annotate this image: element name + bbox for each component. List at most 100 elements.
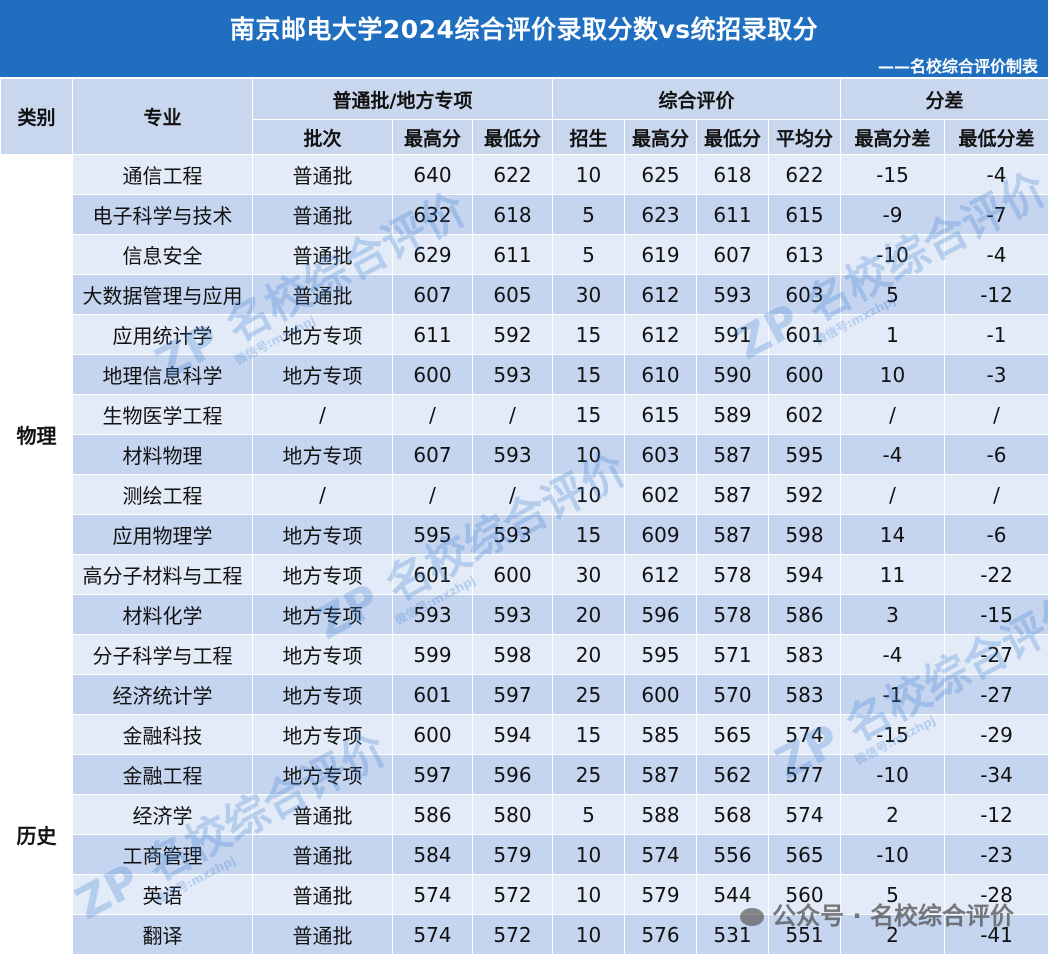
gen-max-cell: / bbox=[393, 395, 473, 435]
enroll-cell: 25 bbox=[553, 755, 625, 795]
header-gen-min: 最低分 bbox=[473, 120, 553, 155]
comp-avg-cell: 603 bbox=[769, 275, 841, 315]
diff-max-cell: -15 bbox=[841, 155, 945, 195]
major-cell: 通信工程 bbox=[73, 155, 253, 195]
diff-max-cell: -9 bbox=[841, 195, 945, 235]
comp-min-cell: 618 bbox=[697, 155, 769, 195]
diff-min-cell: -4 bbox=[945, 235, 1048, 275]
enroll-cell: 20 bbox=[553, 635, 625, 675]
comp-max-cell: 610 bbox=[625, 355, 697, 395]
gen-min-cell: 593 bbox=[473, 355, 553, 395]
gen-min-cell: 605 bbox=[473, 275, 553, 315]
diff-max-cell: 5 bbox=[841, 275, 945, 315]
diff-max-cell: -15 bbox=[841, 715, 945, 755]
comp-max-cell: 579 bbox=[625, 875, 697, 915]
gen-max-cell: 597 bbox=[393, 755, 473, 795]
diff-min-cell: -23 bbox=[945, 835, 1048, 875]
batch-cell: 地方专项 bbox=[253, 595, 393, 635]
gen-min-cell: 611 bbox=[473, 235, 553, 275]
gen-min-cell: 622 bbox=[473, 155, 553, 195]
comp-max-cell: 603 bbox=[625, 435, 697, 475]
comp-max-cell: 588 bbox=[625, 795, 697, 835]
comp-min-cell: 578 bbox=[697, 595, 769, 635]
comp-max-cell: 587 bbox=[625, 755, 697, 795]
header-diff-min: 最低分差 bbox=[945, 120, 1048, 155]
enroll-cell: 10 bbox=[553, 875, 625, 915]
major-cell: 经济学 bbox=[73, 795, 253, 835]
gen-min-cell: 592 bbox=[473, 315, 553, 355]
header-diff-max: 最高分差 bbox=[841, 120, 945, 155]
comp-min-cell: 562 bbox=[697, 755, 769, 795]
diff-min-cell: -15 bbox=[945, 595, 1048, 635]
major-cell: 金融科技 bbox=[73, 715, 253, 755]
major-cell: 应用物理学 bbox=[73, 515, 253, 555]
gen-min-cell: 593 bbox=[473, 595, 553, 635]
major-cell: 翻译 bbox=[73, 915, 253, 955]
gen-min-cell: / bbox=[473, 475, 553, 515]
diff-min-cell: -27 bbox=[945, 635, 1048, 675]
comp-max-cell: 596 bbox=[625, 595, 697, 635]
comp-avg-cell: 595 bbox=[769, 435, 841, 475]
header-enroll: 招生 bbox=[553, 120, 625, 155]
diff-min-cell: -6 bbox=[945, 435, 1048, 475]
diff-min-cell: -12 bbox=[945, 795, 1048, 835]
gen-max-cell: 632 bbox=[393, 195, 473, 235]
comp-min-cell: 611 bbox=[697, 195, 769, 235]
enroll-cell: 25 bbox=[553, 675, 625, 715]
gen-max-cell: 601 bbox=[393, 675, 473, 715]
comp-avg-cell: 601 bbox=[769, 315, 841, 355]
comp-min-cell: 590 bbox=[697, 355, 769, 395]
comp-min-cell: 570 bbox=[697, 675, 769, 715]
enroll-cell: 5 bbox=[553, 195, 625, 235]
header-batch: 批次 bbox=[253, 120, 393, 155]
gen-min-cell: 598 bbox=[473, 635, 553, 675]
enroll-cell: 15 bbox=[553, 515, 625, 555]
batch-cell: 普通批 bbox=[253, 235, 393, 275]
diff-min-cell: / bbox=[945, 395, 1048, 435]
gen-max-cell: 600 bbox=[393, 355, 473, 395]
comp-min-cell: 568 bbox=[697, 795, 769, 835]
comp-min-cell: 571 bbox=[697, 635, 769, 675]
batch-cell: / bbox=[253, 395, 393, 435]
enroll-cell: 30 bbox=[553, 555, 625, 595]
major-cell: 大数据管理与应用 bbox=[73, 275, 253, 315]
enroll-cell: 15 bbox=[553, 355, 625, 395]
comp-min-cell: 587 bbox=[697, 475, 769, 515]
diff-min-cell: -27 bbox=[945, 675, 1048, 715]
wechat-icon bbox=[740, 908, 764, 926]
gen-min-cell: 593 bbox=[473, 435, 553, 475]
gen-max-cell: 584 bbox=[393, 835, 473, 875]
enroll-cell: 5 bbox=[553, 235, 625, 275]
header-group-diff: 分差 bbox=[841, 79, 1048, 120]
batch-cell: 普通批 bbox=[253, 795, 393, 835]
batch-cell: 地方专项 bbox=[253, 515, 393, 555]
comp-min-cell: 587 bbox=[697, 435, 769, 475]
batch-cell: 地方专项 bbox=[253, 435, 393, 475]
title-banner: 南京邮电大学2024综合评价录取分数vs统招录取分 ——名校综合评价制表 bbox=[0, 0, 1048, 77]
major-cell: 金融工程 bbox=[73, 755, 253, 795]
major-cell: 经济统计学 bbox=[73, 675, 253, 715]
major-cell: 测绘工程 bbox=[73, 475, 253, 515]
major-cell: 材料化学 bbox=[73, 595, 253, 635]
batch-cell: 普通批 bbox=[253, 915, 393, 955]
batch-cell: 普通批 bbox=[253, 155, 393, 195]
gen-min-cell: 580 bbox=[473, 795, 553, 835]
comp-avg-cell: 598 bbox=[769, 515, 841, 555]
diff-max-cell: -10 bbox=[841, 835, 945, 875]
diff-max-cell: 14 bbox=[841, 515, 945, 555]
batch-cell: 地方专项 bbox=[253, 315, 393, 355]
comp-min-cell: 593 bbox=[697, 275, 769, 315]
diff-min-cell: -1 bbox=[945, 315, 1048, 355]
comp-min-cell: 591 bbox=[697, 315, 769, 355]
gen-min-cell: 618 bbox=[473, 195, 553, 235]
comp-min-cell: 589 bbox=[697, 395, 769, 435]
